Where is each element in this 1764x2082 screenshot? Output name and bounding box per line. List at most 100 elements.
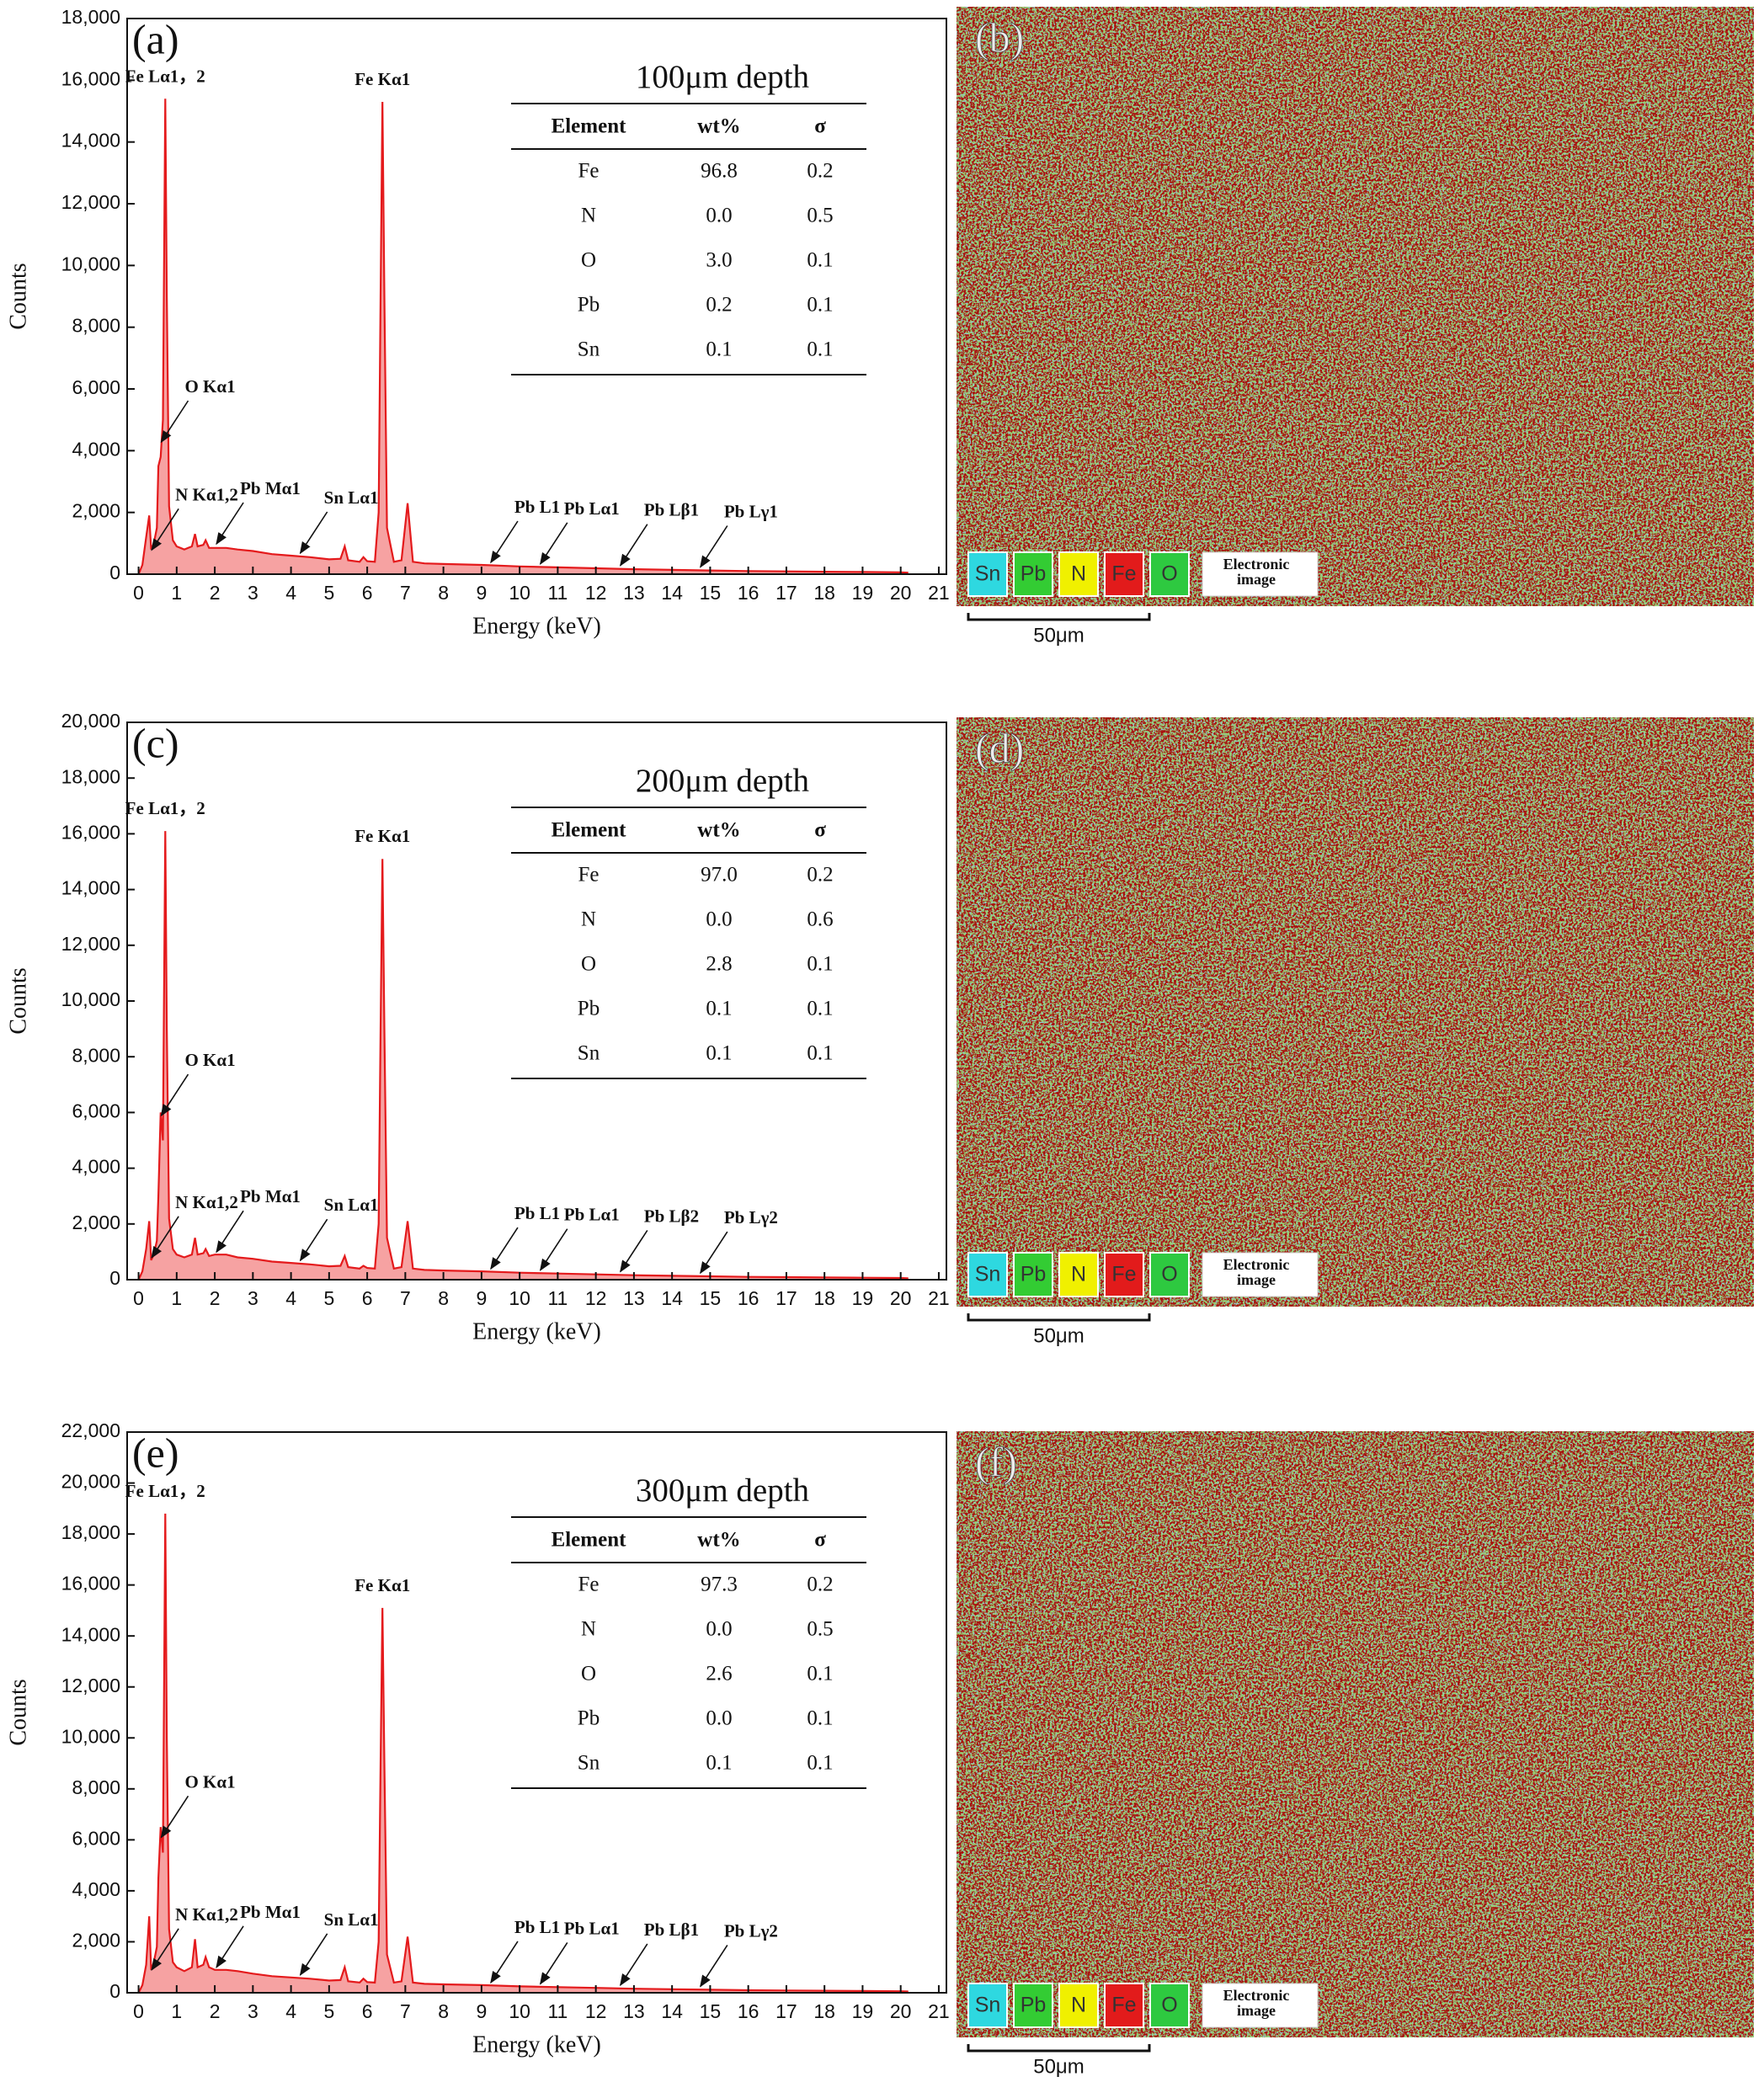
table-header: Element xyxy=(552,1529,627,1552)
annotation: Fe Lα1，2 xyxy=(125,798,205,818)
map-speckle xyxy=(957,7,1754,606)
legend-image-label: image xyxy=(1237,1271,1276,1288)
y-tick-label: 4,000 xyxy=(72,438,120,460)
annotation: Pb Lγ1 xyxy=(724,502,778,522)
x-tick-label: 2 xyxy=(210,1287,221,1309)
legend-swatch xyxy=(1013,1983,1053,2028)
x-tick-label: 10 xyxy=(509,582,530,604)
x-tick-label: 8 xyxy=(438,1287,449,1309)
y-tick-label: 10,000 xyxy=(61,988,120,1010)
table-cell: 2.8 xyxy=(706,953,732,976)
annotation: Sn Lα1 xyxy=(324,1909,379,1930)
annotation: O Kα1 xyxy=(184,1050,235,1070)
annotation: Pb Lγ2 xyxy=(724,1920,778,1941)
annotation: Sn Lα1 xyxy=(324,1195,379,1215)
panel-label: (f) xyxy=(975,1438,1017,1485)
annotation-arrow xyxy=(490,520,519,564)
legend-label: Pb xyxy=(1021,1263,1047,1286)
y-tick-label: 2,000 xyxy=(72,1211,120,1233)
x-tick-label: 4 xyxy=(285,1287,296,1309)
table-cell: Fe xyxy=(578,160,600,183)
table-cell: 97.3 xyxy=(701,1573,738,1596)
table-cell: 0.6 xyxy=(807,908,833,931)
annotation: Pb Lα1 xyxy=(564,1918,620,1938)
x-tick-label: 3 xyxy=(248,1287,258,1309)
annotation: Pb Lβ2 xyxy=(644,1206,699,1226)
table-cell: Pb xyxy=(578,294,600,317)
legend-label: Sn xyxy=(975,1994,1001,2017)
legend-image-label: Electronic xyxy=(1223,1256,1290,1273)
annotation: Pb Lα1 xyxy=(564,498,620,519)
x-tick-label: 19 xyxy=(852,1287,874,1309)
x-tick-label: 11 xyxy=(547,1287,568,1309)
x-tick-label: 19 xyxy=(852,2000,874,2022)
table-cell: 0.0 xyxy=(706,1707,732,1730)
annotation: Pb L1 xyxy=(514,1917,560,1937)
y-tick-label: 16,000 xyxy=(61,1573,120,1595)
legend-label: Pb xyxy=(1021,562,1047,586)
panel-label: (e) xyxy=(132,1429,179,1476)
x-tick-label: 9 xyxy=(476,1287,487,1309)
annotation-arrow xyxy=(490,1227,519,1270)
y-tick-label: 0 xyxy=(109,1267,120,1289)
legend-label: Fe xyxy=(1111,1263,1136,1286)
y-tick-label: 18,000 xyxy=(61,765,120,787)
table-cell: N xyxy=(581,1618,596,1641)
legend-swatch xyxy=(1013,1252,1053,1297)
y-tick-label: 6,000 xyxy=(72,376,120,398)
table-cell: Fe xyxy=(578,864,600,887)
annotation: Pb Lα1 xyxy=(564,1205,620,1225)
x-tick-label: 6 xyxy=(362,2000,373,2022)
x-tick-label: 19 xyxy=(852,582,874,604)
annotation: Pb Mα1 xyxy=(240,478,301,498)
legend-swatch xyxy=(1104,1252,1144,1297)
annotation-arrow xyxy=(151,1928,179,1971)
annotation: O Kα1 xyxy=(184,1771,235,1792)
table-title: 200μm depth xyxy=(636,763,809,799)
annotation-arrow xyxy=(700,1231,728,1275)
annotation: N Kα1,2 xyxy=(175,1192,238,1212)
x-tick-label: 14 xyxy=(661,1287,683,1309)
legend-swatch xyxy=(1058,1983,1099,2028)
annotation-arrow xyxy=(151,1216,179,1259)
x-tick-label: 21 xyxy=(928,1287,950,1309)
legend-swatch xyxy=(1104,551,1144,597)
annotation: Pb L1 xyxy=(514,1203,560,1223)
x-tick-label: 21 xyxy=(928,2000,950,2022)
y-tick-label: 20,000 xyxy=(61,710,120,732)
scale-label: 50μm xyxy=(1033,624,1085,647)
x-tick-label: 8 xyxy=(438,2000,449,2022)
y-tick-label: 14,000 xyxy=(61,130,120,152)
table-cell: Pb xyxy=(578,1707,600,1730)
annotation: Pb L1 xyxy=(514,497,560,517)
annotation-arrow xyxy=(620,1229,648,1273)
scale-label: 50μm xyxy=(1033,2055,1085,2078)
x-tick-label: 16 xyxy=(738,2000,759,2022)
x-tick-label: 14 xyxy=(661,582,683,604)
legend-image-box xyxy=(1202,1983,1319,2028)
x-tick-label: 12 xyxy=(585,582,607,604)
scale-bar xyxy=(967,2044,1151,2053)
x-tick-label: 14 xyxy=(661,2000,683,2022)
legend-swatch xyxy=(1058,1252,1099,1297)
panel-label: (a) xyxy=(132,15,179,62)
table-cell: 0.2 xyxy=(706,294,732,317)
table-cell: 0.1 xyxy=(807,953,833,976)
table-cell: 0.2 xyxy=(807,160,833,183)
y-tick-label: 16,000 xyxy=(61,821,120,843)
x-tick-label: 1 xyxy=(171,1287,182,1309)
table-cell: 97.0 xyxy=(701,864,738,887)
annotation: Fe Kα1 xyxy=(354,1575,410,1595)
annotation-arrow xyxy=(620,524,648,567)
annotation-arrow xyxy=(299,511,328,555)
x-tick-label: 0 xyxy=(133,582,144,604)
y-tick-label: 12,000 xyxy=(61,1675,120,1696)
table-cell: 0.5 xyxy=(807,205,833,227)
x-tick-label: 7 xyxy=(400,582,411,604)
table-cell: 0.1 xyxy=(807,249,833,272)
table-cell: Sn xyxy=(578,338,600,361)
annotation: N Kα1,2 xyxy=(175,1904,238,1925)
y-tick-label: 6,000 xyxy=(72,1827,120,1849)
legend-swatch xyxy=(1058,551,1099,597)
